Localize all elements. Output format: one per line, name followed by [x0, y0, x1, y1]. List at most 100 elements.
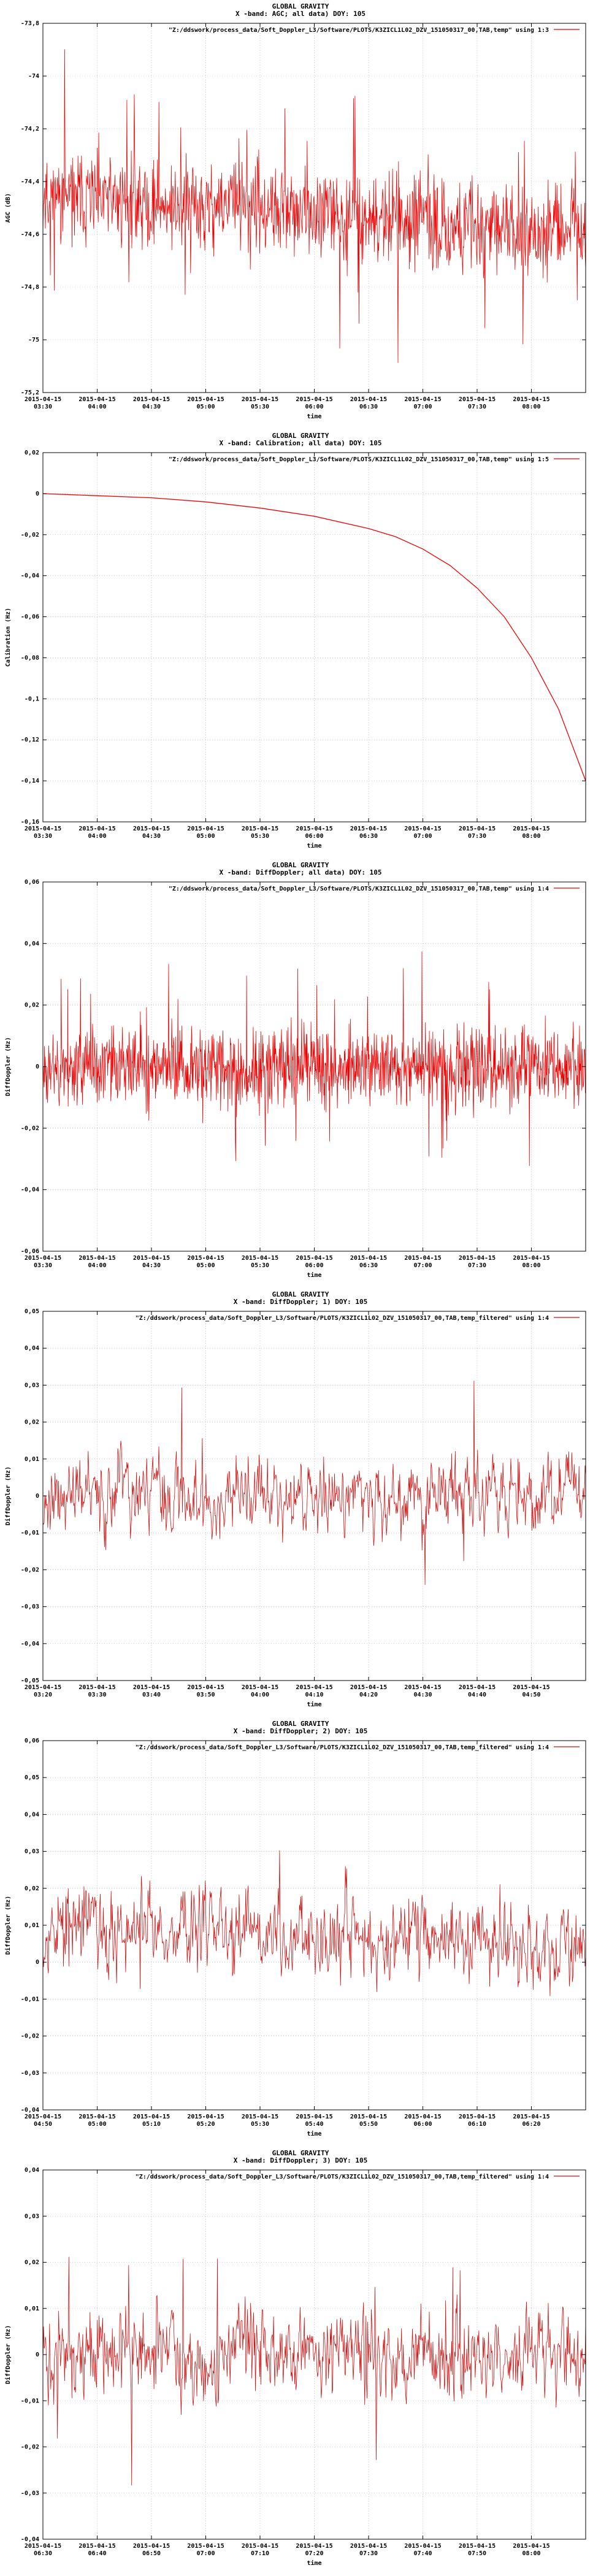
y-tick-label: -0,14: [21, 778, 39, 784]
x-tick-label-date: 2015-04-15: [133, 1255, 170, 1262]
x-tick-label-date: 2015-04-15: [296, 1684, 332, 1691]
x-tick-label-time: 05:30: [251, 1262, 269, 1269]
y-tick-label: -0,01: [21, 1996, 39, 2003]
x-tick-label-time: 05:00: [196, 833, 215, 840]
x-tick-label-time: 03:20: [34, 1692, 52, 1698]
x-tick-label-date: 2015-04-15: [296, 2114, 332, 2120]
y-tick-label: -0,02: [21, 1566, 39, 1573]
y-tick-label: -74: [28, 73, 39, 80]
y-tick-label: 0: [36, 1493, 39, 1500]
x-tick-label-time: 03:50: [196, 1692, 215, 1698]
x-tick-label-time: 06:30: [359, 404, 378, 410]
x-tick-label-time: 05:20: [196, 2121, 215, 2128]
x-tick-label-time: 06:00: [305, 1262, 323, 1269]
x-tick-label-time: 07:40: [413, 2550, 432, 2557]
series-line: [42, 1850, 586, 1996]
x-tick-label-time: 04:00: [251, 1692, 269, 1698]
x-tick-label-time: 07:00: [413, 833, 432, 840]
x-tick-label-date: 2015-04-15: [187, 2543, 224, 2550]
legend-label: "Z:/ddswork/process_data/Soft_Doppler_L3…: [169, 456, 549, 463]
x-tick-label-time: 05:00: [196, 1262, 215, 1269]
x-tick-label-time: 06:30: [34, 2550, 52, 2557]
x-tick-label-date: 2015-04-15: [187, 2114, 224, 2120]
series-line: [42, 493, 586, 781]
x-tick-label-date: 2015-04-15: [25, 2543, 61, 2550]
y-tick-label: -0,04: [21, 2107, 39, 2114]
x-tick-label-date: 2015-04-15: [296, 2543, 332, 2550]
x-tick-label-date: 2015-04-15: [242, 2543, 278, 2550]
x-tick-label-time: 06:50: [142, 2550, 161, 2557]
y-tick-label: 0: [36, 1064, 39, 1070]
chart-panel-6: GLOBAL GRAVITY X -band: DiffDoppler; 3) D…: [0, 2147, 601, 2576]
x-tick-label-date: 2015-04-15: [78, 2543, 115, 2550]
y-tick-label: -0,03: [21, 1604, 39, 1611]
x-tick-label-time: 06:30: [359, 1262, 378, 1269]
x-tick-label-time: 04:50: [34, 2121, 52, 2128]
x-tick-label-date: 2015-04-15: [404, 2543, 441, 2550]
x-tick-label-time: 04:30: [142, 404, 161, 410]
chart-subtitle: X -band: DiffDoppler; 3) DOY: 105: [234, 2156, 368, 2164]
x-tick-label-time: 05:00: [88, 2121, 106, 2128]
y-tick-label: 0,02: [25, 1885, 39, 1892]
x-tick-label-time: 05:10: [142, 2121, 161, 2128]
x-tick-label-time: 07:00: [413, 1262, 432, 1269]
x-tick-label-time: 04:00: [88, 404, 106, 410]
x-tick-label-date: 2015-04-15: [78, 1255, 115, 1262]
y-tick-label: 0,04: [25, 1811, 39, 1818]
y-tick-label: 0,01: [25, 1922, 39, 1929]
x-tick-label-time: 06:00: [305, 404, 323, 410]
y-tick-label: 0,02: [25, 1002, 39, 1009]
x-tick-label-date: 2015-04-15: [513, 1255, 549, 1262]
y-tick-label: -0,03: [21, 2070, 39, 2077]
y-tick-label: 0: [36, 1959, 39, 1966]
x-tick-label-date: 2015-04-15: [78, 396, 115, 403]
x-tick-label-date: 2015-04-15: [296, 396, 332, 403]
x-tick-label-time: 07:30: [468, 1262, 486, 1269]
x-tick-label-date: 2015-04-15: [350, 1255, 387, 1262]
chart-subtitle: X -band: Calibration; all data) DOY: 105: [220, 439, 382, 447]
y-tick-label: -0,06: [21, 1248, 39, 1255]
x-tick-label-date: 2015-04-15: [513, 396, 549, 403]
y-axis-label: Calibration (Hz): [4, 608, 12, 667]
y-tick-label: -0,04: [21, 1187, 39, 1194]
legend-label: "Z:/ddswork/process_data/Soft_Doppler_L3…: [136, 2173, 549, 2180]
x-tick-label-time: 06:20: [522, 2121, 540, 2128]
chart-title: GLOBAL GRAVITY: [272, 432, 329, 440]
x-tick-label-date: 2015-04-15: [404, 2114, 441, 2120]
x-tick-label-date: 2015-04-15: [404, 1255, 441, 1262]
x-tick-label-date: 2015-04-15: [459, 396, 496, 403]
x-tick-label-time: 04:30: [413, 1692, 432, 1698]
y-axis-label: AGC (dB): [5, 193, 12, 223]
y-tick-label: -0,05: [21, 1677, 39, 1684]
y-tick-label: -0,06: [21, 614, 39, 621]
x-tick-label-time: 07:30: [468, 404, 486, 410]
chart-subtitle: X -band: DiffDoppler; 2) DOY: 105: [234, 1727, 368, 1735]
y-tick-label: -0,04: [21, 2536, 39, 2543]
x-tick-label-time: 03:40: [142, 1692, 161, 1698]
y-tick-label: -74,4: [21, 178, 39, 185]
x-tick-label-time: 07:30: [468, 833, 486, 840]
chart-title: GLOBAL GRAVITY: [272, 1720, 329, 1728]
y-tick-label: -0,16: [21, 819, 39, 826]
x-tick-label-time: 06:40: [88, 2550, 106, 2557]
chart-panel-4: GLOBAL GRAVITY X -band: DiffDoppler; 1) D…: [0, 1288, 601, 1717]
y-tick-label: -0,02: [21, 2033, 39, 2040]
y-tick-label: 0,02: [25, 450, 39, 456]
y-axis-label: DiffDoppler (Hz): [4, 1037, 12, 1096]
legend-label: "Z:/ddswork/process_data/Soft_Doppler_L3…: [169, 26, 549, 34]
y-tick-label: -0,01: [21, 1530, 39, 1536]
x-tick-label-time: 05:30: [251, 833, 269, 840]
x-tick-label-time: 04:50: [522, 1692, 540, 1698]
x-tick-label-date: 2015-04-15: [296, 826, 332, 832]
chart-title: GLOBAL GRAVITY: [272, 2149, 329, 2157]
x-tick-label-time: 08:00: [522, 1262, 540, 1269]
x-tick-label-date: 2015-04-15: [242, 396, 278, 403]
x-tick-label-date: 2015-04-15: [187, 826, 224, 832]
x-tick-label-date: 2015-04-15: [78, 1684, 115, 1691]
x-axis-label: time: [307, 842, 321, 849]
y-tick-label: 0,01: [25, 2306, 39, 2312]
x-tick-label-date: 2015-04-15: [404, 826, 441, 832]
x-tick-label-time: 07:00: [413, 404, 432, 410]
